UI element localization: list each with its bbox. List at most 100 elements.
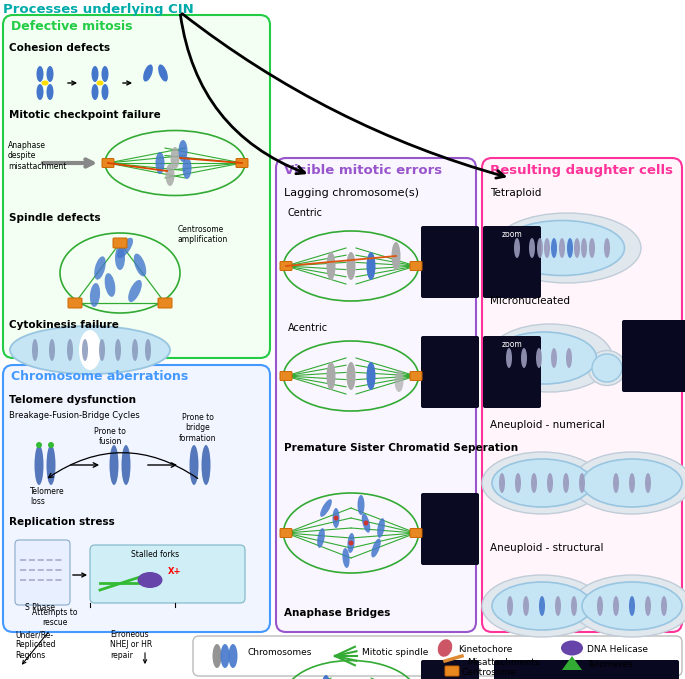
Text: Mitotic spindle: Mitotic spindle	[362, 648, 428, 657]
Text: Telomere dysfunction: Telomere dysfunction	[9, 395, 136, 405]
Ellipse shape	[579, 473, 585, 493]
Text: Attempts to
rescue: Attempts to rescue	[32, 608, 78, 627]
Ellipse shape	[588, 350, 626, 386]
FancyBboxPatch shape	[3, 15, 270, 358]
FancyBboxPatch shape	[410, 261, 422, 270]
Ellipse shape	[36, 442, 42, 448]
Ellipse shape	[221, 644, 229, 668]
Ellipse shape	[547, 473, 553, 493]
Ellipse shape	[347, 252, 356, 280]
Text: Prone to
fusion: Prone to fusion	[94, 427, 126, 446]
Ellipse shape	[645, 473, 651, 493]
Ellipse shape	[115, 339, 121, 361]
FancyBboxPatch shape	[410, 371, 422, 380]
Ellipse shape	[132, 339, 138, 361]
Ellipse shape	[90, 283, 100, 307]
Ellipse shape	[613, 596, 619, 616]
Ellipse shape	[514, 238, 520, 258]
FancyBboxPatch shape	[15, 540, 70, 605]
Text: Kinetochore: Kinetochore	[458, 645, 512, 654]
Ellipse shape	[117, 238, 133, 258]
Ellipse shape	[582, 582, 682, 630]
Ellipse shape	[97, 81, 103, 86]
Text: Resulting daughter cells: Resulting daughter cells	[490, 164, 673, 177]
Ellipse shape	[366, 252, 375, 280]
Text: Centric: Centric	[288, 208, 323, 218]
Ellipse shape	[10, 326, 170, 374]
Ellipse shape	[438, 639, 452, 657]
Ellipse shape	[572, 575, 685, 637]
Ellipse shape	[36, 84, 44, 100]
Ellipse shape	[32, 339, 38, 361]
Ellipse shape	[581, 238, 587, 258]
FancyBboxPatch shape	[193, 636, 682, 676]
Ellipse shape	[366, 362, 375, 390]
Text: Anaphase Bridges: Anaphase Bridges	[284, 608, 390, 618]
Text: Cohesion defects: Cohesion defects	[9, 43, 110, 53]
Text: Centrosome: Centrosome	[462, 668, 516, 677]
Ellipse shape	[567, 238, 573, 258]
FancyBboxPatch shape	[280, 261, 292, 270]
Ellipse shape	[482, 452, 602, 514]
Ellipse shape	[155, 152, 164, 174]
Text: Processes underlying CIN: Processes underlying CIN	[3, 3, 194, 16]
Polygon shape	[562, 656, 582, 670]
Text: Anaphase
despite
misattachment: Anaphase despite misattachment	[8, 141, 66, 171]
FancyBboxPatch shape	[421, 660, 479, 679]
FancyBboxPatch shape	[3, 365, 270, 632]
Text: Spindle defects: Spindle defects	[9, 213, 101, 223]
Text: Tetraploid: Tetraploid	[490, 188, 541, 198]
Ellipse shape	[597, 596, 603, 616]
Ellipse shape	[36, 66, 44, 82]
Text: Misattachments: Misattachments	[467, 658, 539, 667]
Ellipse shape	[79, 330, 101, 370]
Ellipse shape	[47, 84, 53, 100]
Text: S Phase: S Phase	[25, 603, 55, 612]
Ellipse shape	[499, 473, 505, 493]
Text: Centrosome
amplification: Centrosome amplification	[178, 225, 228, 244]
Text: Chromosome aberrations: Chromosome aberrations	[11, 370, 188, 383]
Ellipse shape	[531, 473, 537, 493]
Ellipse shape	[604, 238, 610, 258]
FancyBboxPatch shape	[68, 298, 82, 308]
Ellipse shape	[551, 238, 557, 258]
Ellipse shape	[572, 452, 685, 514]
Ellipse shape	[327, 252, 336, 280]
Ellipse shape	[49, 339, 55, 361]
Ellipse shape	[347, 362, 356, 390]
Ellipse shape	[42, 81, 49, 86]
Text: zoom: zoom	[501, 230, 523, 239]
Ellipse shape	[559, 238, 565, 258]
Text: Breakage-Fusion-Bridge Cycles: Breakage-Fusion-Bridge Cycles	[9, 411, 140, 420]
Ellipse shape	[334, 515, 338, 521]
FancyBboxPatch shape	[483, 226, 541, 298]
Ellipse shape	[561, 640, 583, 655]
Ellipse shape	[537, 238, 543, 258]
Text: DNA Helicase: DNA Helicase	[587, 645, 648, 654]
Ellipse shape	[115, 246, 125, 270]
Text: X+: X+	[168, 567, 182, 576]
Text: Defective mitosis: Defective mitosis	[11, 20, 132, 33]
Text: Erroneous
NHEJ or HR
repair: Erroneous NHEJ or HR repair	[110, 630, 152, 660]
Text: Prone to
bridge
formation: Prone to bridge formation	[179, 413, 216, 443]
Text: Telomeres: Telomeres	[587, 660, 633, 669]
Ellipse shape	[371, 538, 381, 557]
Text: Cytokinesis failure: Cytokinesis failure	[9, 320, 119, 330]
Ellipse shape	[661, 596, 667, 616]
FancyBboxPatch shape	[90, 545, 245, 603]
FancyBboxPatch shape	[421, 493, 479, 565]
Ellipse shape	[134, 253, 146, 276]
Ellipse shape	[190, 445, 199, 485]
Ellipse shape	[523, 596, 529, 616]
Ellipse shape	[320, 499, 332, 517]
Ellipse shape	[392, 242, 401, 270]
FancyBboxPatch shape	[276, 158, 476, 632]
Ellipse shape	[143, 65, 153, 81]
FancyBboxPatch shape	[494, 660, 679, 679]
Text: Micronucleated: Micronucleated	[490, 296, 570, 306]
FancyBboxPatch shape	[280, 371, 292, 380]
FancyBboxPatch shape	[280, 528, 292, 538]
Ellipse shape	[536, 348, 542, 368]
Ellipse shape	[515, 473, 521, 493]
Ellipse shape	[342, 548, 349, 568]
